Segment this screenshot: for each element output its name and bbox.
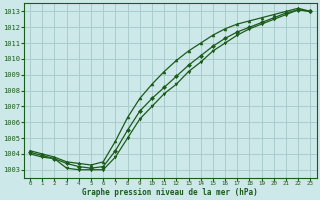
X-axis label: Graphe pression niveau de la mer (hPa): Graphe pression niveau de la mer (hPa) bbox=[82, 188, 258, 197]
